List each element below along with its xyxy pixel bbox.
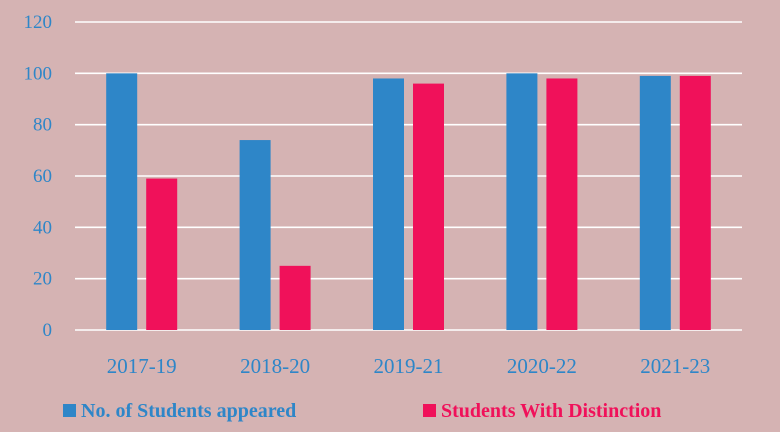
bar-appeared-2020-22 xyxy=(506,73,538,330)
bars xyxy=(106,73,711,331)
x-tick-label-2017-19: 2017-19 xyxy=(107,354,177,378)
gridlines xyxy=(75,21,742,331)
bar-appeared-2017-19 xyxy=(106,73,138,330)
bar-distinction-2017-19 xyxy=(146,178,178,330)
bar-appeared-2018-20 xyxy=(239,140,271,330)
bar-appeared-2019-21 xyxy=(373,78,404,330)
legend-label-appeared: No. of Students appeared xyxy=(81,400,296,422)
bar-distinction-2019-21 xyxy=(413,83,444,330)
legend: No. of Students appeared Students With Di… xyxy=(63,400,661,422)
x-tick-label-2020-22: 2020-22 xyxy=(507,354,577,378)
y-tick-label-0: 0 xyxy=(43,320,53,341)
legend-swatch-appeared xyxy=(63,404,76,417)
bar-distinction-2018-20 xyxy=(279,265,311,330)
bar-distinction-2021-23 xyxy=(679,75,711,331)
x-tick-label-2018-20: 2018-20 xyxy=(240,354,310,378)
y-tick-label-100: 100 xyxy=(24,63,53,84)
bar-distinction-2020-22 xyxy=(546,78,578,330)
y-tick-label-80: 80 xyxy=(33,115,52,136)
y-tick-label-120: 120 xyxy=(24,12,53,33)
y-tick-label-40: 40 xyxy=(33,217,52,238)
y-tick-label-60: 60 xyxy=(33,166,52,187)
legend-swatch-distinction xyxy=(423,404,436,417)
y-tick-label-20: 20 xyxy=(33,269,52,290)
legend-label-distinction: Students With Distinction xyxy=(441,400,661,422)
x-tick-label-2019-21: 2019-21 xyxy=(374,354,444,378)
bar-appeared-2021-23 xyxy=(639,75,671,331)
x-tick-label-2021-23: 2021-23 xyxy=(640,354,710,378)
